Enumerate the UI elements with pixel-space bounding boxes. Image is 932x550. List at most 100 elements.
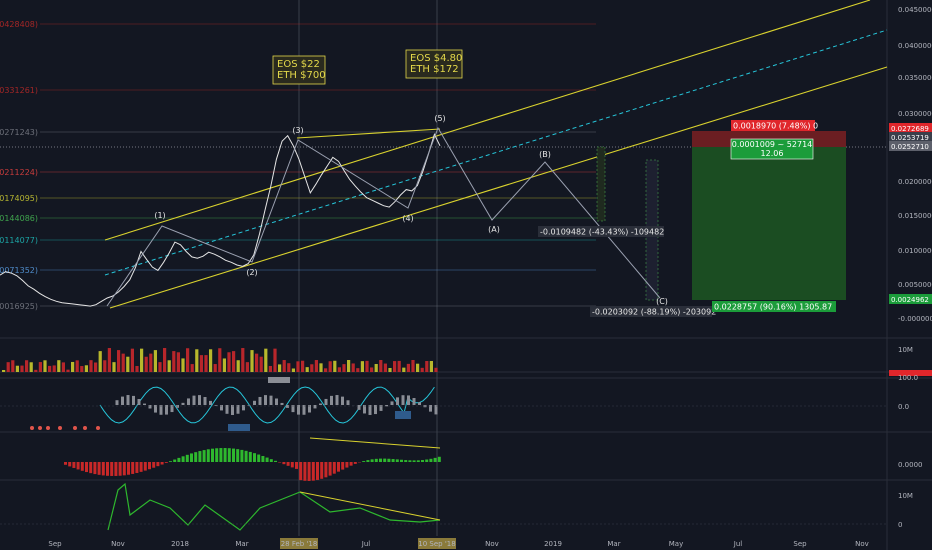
- x-axis-label: Sep: [48, 540, 62, 548]
- volume-bar: [305, 367, 309, 372]
- x-axis-marker-bg: [280, 538, 318, 549]
- oscillator-histogram-bar: [269, 395, 273, 405]
- oscillator-histogram-bar: [280, 402, 284, 405]
- volume-bar: [406, 363, 410, 372]
- volume-bar: [117, 350, 121, 372]
- oscillator-histogram-bar: [302, 405, 306, 415]
- entry-label-bg: [730, 138, 814, 160]
- volume-bar: [153, 350, 157, 372]
- oscillator-histogram-bar: [374, 405, 377, 415]
- histogram-bar: [265, 457, 269, 462]
- volume-bar: [310, 364, 314, 372]
- target-label-bg: [712, 301, 836, 312]
- volume-bar: [29, 362, 33, 372]
- volume-bar: [75, 360, 79, 372]
- histogram-bar: [362, 461, 366, 462]
- oscillator-dot: [58, 426, 62, 430]
- oscillator-histogram-bar: [390, 401, 394, 405]
- histogram-bar: [85, 462, 88, 473]
- oscillator-histogram-bar: [115, 400, 119, 405]
- histogram-bar: [370, 459, 374, 462]
- oscillator-histogram-bar: [236, 405, 240, 414]
- oscillator-histogram-bar: [379, 405, 383, 411]
- price-tag-label: 0.0024962: [891, 296, 929, 304]
- x-axis-label: Jul: [361, 540, 371, 548]
- measure-label-bg: [590, 306, 712, 317]
- volume-bar: [333, 360, 337, 372]
- histogram-bar: [211, 448, 214, 462]
- fib-level-label: 0.382(0.0174095): [0, 194, 38, 203]
- histogram-bar: [366, 460, 370, 462]
- histogram-bar: [236, 449, 240, 462]
- target-label: 0.0228757 (90.16%) 1305.87: [714, 303, 832, 312]
- histogram-bar: [311, 462, 315, 481]
- histogram-bar: [76, 462, 80, 470]
- volume-bar: [2, 370, 6, 372]
- ratio-label: 12.06: [761, 149, 784, 158]
- oscillator-histogram-bar: [357, 405, 361, 410]
- wave-count-path: [106, 126, 661, 307]
- volume-bar: [112, 362, 116, 372]
- volume-bar: [278, 364, 282, 372]
- histogram-bar: [152, 462, 156, 468]
- volume-bar: [61, 362, 65, 372]
- histogram-bar: [148, 462, 151, 470]
- histogram-bar: [433, 457, 437, 462]
- histogram-bar: [240, 449, 244, 462]
- histogram-bar: [379, 458, 382, 462]
- oscillator-dot: [38, 426, 42, 430]
- histogram-bar: [341, 462, 345, 470]
- volume-bar: [11, 360, 15, 372]
- price-tag-bg: [889, 123, 932, 133]
- oscillator-histogram-bar: [308, 405, 311, 413]
- volume-bar: [121, 353, 125, 372]
- volume-bar: [236, 360, 240, 372]
- volume-bar: [98, 351, 102, 372]
- oscillator-histogram-bar: [159, 405, 163, 415]
- x-axis-label: Sep: [793, 540, 807, 548]
- histogram-bar: [227, 448, 231, 462]
- channel-mid-line: [104, 29, 888, 276]
- histogram-bar: [181, 456, 185, 462]
- oscillator-histogram-bar: [407, 395, 410, 405]
- histogram-bar: [324, 462, 328, 478]
- volume-bar: [434, 367, 438, 372]
- histogram-bar: [374, 458, 378, 462]
- fib-level-label: 0(0.0271243): [0, 128, 38, 137]
- histogram-bar: [143, 462, 147, 471]
- x-axis-label: 2019: [544, 540, 562, 548]
- wave-top-trendline: [296, 128, 441, 139]
- histogram-bar: [93, 462, 97, 475]
- oscillator-histogram-bar: [148, 405, 152, 409]
- oscillator-histogram-bar: [242, 405, 245, 411]
- histogram-bar: [177, 457, 181, 462]
- wave-label: (C): [656, 297, 668, 306]
- measure-bar-1: [596, 146, 606, 222]
- oscillator-histogram-bar: [143, 403, 146, 405]
- y-axis-tick: 0.0050000: [898, 281, 932, 289]
- volume-bar: [135, 365, 139, 372]
- price-tag-bg: [889, 132, 932, 142]
- obv-divergence-line: [299, 491, 441, 521]
- histogram-bar: [429, 458, 433, 462]
- volume-bar: [103, 360, 107, 372]
- histogram-bar: [261, 455, 265, 462]
- volume-bar: [411, 360, 415, 372]
- histogram-bar: [202, 450, 206, 462]
- price-callout-box: [405, 49, 463, 79]
- oscillator-histogram-bar: [137, 399, 141, 405]
- volume-bar: [190, 364, 194, 372]
- obv-line: [107, 482, 441, 531]
- histogram-bar: [232, 448, 235, 462]
- volume-bar: [365, 360, 369, 372]
- volume-bar: [71, 361, 75, 372]
- volume-bar: [393, 361, 397, 372]
- volume-bar: [6, 362, 10, 372]
- oscillator-histogram-bar: [313, 405, 317, 409]
- volume-bar: [130, 348, 134, 372]
- histogram-bar: [269, 459, 273, 462]
- price-tag-label: 0.0272689: [891, 125, 929, 133]
- volume-bar: [158, 362, 162, 372]
